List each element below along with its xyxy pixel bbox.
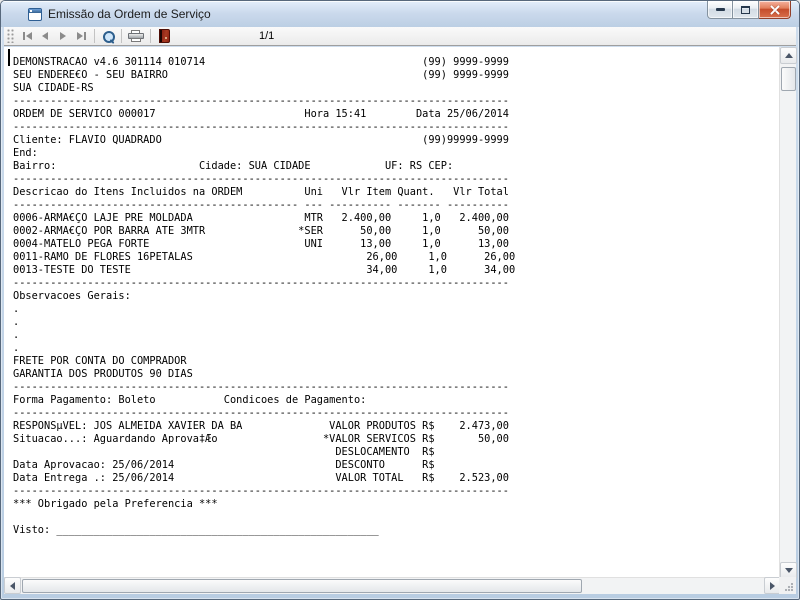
window-controls [707,1,791,19]
arrow-left-icon [10,581,15,590]
first-page-icon-arrow [25,32,32,40]
scroll-left-button[interactable] [4,577,21,594]
toolbar-grip-handle[interactable] [7,29,14,43]
exit-button[interactable] [155,28,173,45]
first-page-icon [22,32,25,40]
close-icon [770,5,780,15]
zoom-icon [102,30,115,43]
last-page-icon [83,32,86,40]
arrow-down-icon [784,568,793,573]
scroll-up-button[interactable] [780,47,797,64]
horizontal-scrollbar-thumb[interactable] [22,579,582,593]
print-icon [128,29,144,43]
vertical-scrollbar-thumb[interactable] [781,67,796,91]
arrow-up-icon [784,53,793,58]
maximize-icon [741,5,750,14]
last-page-button[interactable] [72,28,90,45]
horizontal-scrollbar[interactable] [4,577,781,594]
minimize-button[interactable] [707,1,733,19]
app-icon [28,7,42,21]
previous-page-icon [42,32,48,40]
last-page-icon-arrow [76,32,83,40]
service-order-document: DEMONSTRACAO v4.6 301114 010714 (99) 999… [13,56,516,536]
resize-grip[interactable] [779,577,796,594]
exit-icon [158,29,170,43]
next-page-button[interactable] [54,28,72,45]
title-bar[interactable]: Emissão da Ordem de Serviço [1,1,799,27]
next-page-icon [60,32,66,40]
print-button[interactable] [126,28,146,45]
toolbar-separator [94,29,95,43]
page-indicator: 1/1 [259,30,275,42]
page-edge-marker [8,49,10,66]
minimize-icon [715,8,725,11]
arrow-right-icon [770,581,775,590]
window-title: Emissão da Ordem de Serviço [48,7,211,21]
first-page-button[interactable] [18,28,36,45]
toolbar-separator [121,29,122,43]
toolbar: 1/1 [4,27,796,46]
maximize-button[interactable] [733,1,759,19]
zoom-button[interactable] [99,28,117,45]
previous-page-button[interactable] [36,28,54,45]
toolbar-separator [150,29,151,43]
vertical-scrollbar[interactable] [779,47,797,579]
print-preview-area: DEMONSTRACAO v4.6 301114 010714 (99) 999… [4,47,781,579]
close-button[interactable] [759,1,791,19]
